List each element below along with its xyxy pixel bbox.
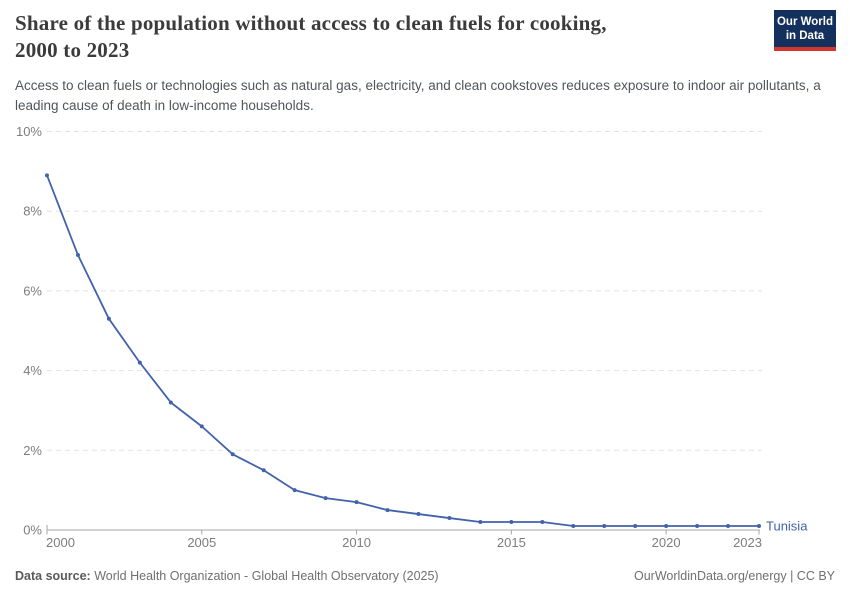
y-tick-label: 10% [16,124,42,139]
y-tick-label: 0% [23,523,42,538]
y-tick-label: 4% [23,363,42,378]
x-tick-label: 2000 [46,535,75,550]
y-tick-label: 8% [23,204,42,219]
data-point[interactable] [416,512,421,517]
data-point[interactable] [230,452,235,457]
data-point[interactable] [540,520,545,525]
series-end-label[interactable]: Tunisia [766,519,808,534]
data-point[interactable] [385,508,390,513]
data-point[interactable] [757,524,761,529]
chart-subtitle: Access to clean fuels or technologies su… [15,78,821,113]
chart-title-line2: 2000 to 2023 [15,38,130,62]
data-point[interactable] [323,496,328,501]
x-tick-label: 2023 [733,535,762,550]
data-point[interactable] [45,173,49,178]
owid-logo-line1: Our World [776,16,833,28]
data-source-text[interactable]: World Health Organization - Global Healt… [94,569,439,583]
data-point[interactable] [478,520,483,525]
data-point[interactable] [695,524,700,529]
x-tick-label: 2005 [187,535,216,550]
chart-title: Share of the population without access t… [15,10,760,64]
series-line-tunisia[interactable] [46,174,760,527]
y-tick-label: 2% [23,443,42,458]
data-point[interactable] [602,524,607,529]
data-point[interactable] [571,524,576,529]
data-point[interactable] [168,400,173,405]
y-tick-label: 6% [23,283,42,298]
data-point[interactable] [106,316,111,321]
data-point[interactable] [354,500,359,505]
data-source-label: Data source: [15,569,91,583]
chart-title-line1: Share of the population without access t… [15,11,607,35]
data-point[interactable] [633,524,638,529]
license-link[interactable]: OurWorldinData.org/energy | CC BY [633,569,835,583]
chart-footer: Data source: World Health Organization -… [15,569,835,583]
owid-logo[interactable]: Our World in Data [774,10,836,51]
x-tick-label: 2020 [652,535,681,550]
data-point[interactable] [509,520,514,525]
x-tick-label: 2010 [342,535,371,550]
data-point[interactable] [664,524,669,529]
x-tick-label: 2015 [497,535,526,550]
data-point[interactable] [447,516,452,521]
data-point[interactable] [137,360,142,365]
data-point[interactable] [199,424,204,429]
owid-logo-line2: in Data [785,30,825,42]
data-point[interactable] [292,488,297,493]
data-point[interactable] [75,253,80,258]
data-point[interactable] [726,524,731,529]
data-source-line: Data source: World Health Organization -… [15,569,439,583]
data-point[interactable] [261,468,266,473]
